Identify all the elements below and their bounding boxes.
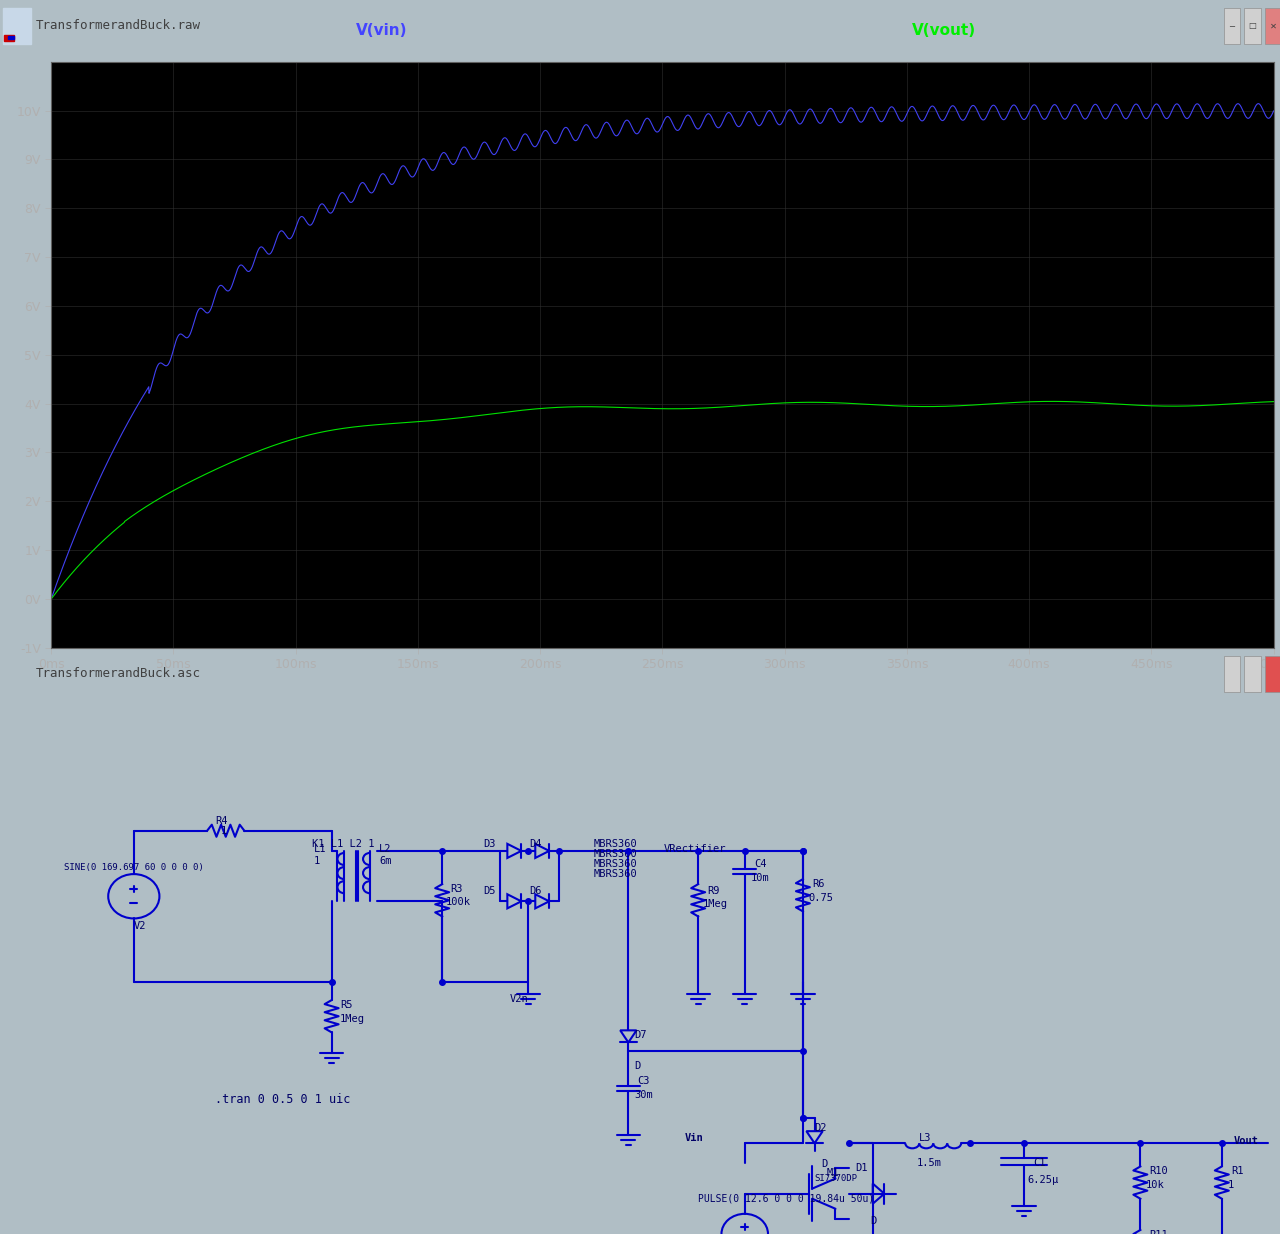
Text: 0.75: 0.75 [809, 893, 833, 903]
Text: K1 L1 L2 1: K1 L1 L2 1 [312, 839, 374, 849]
Text: 1Meg: 1Meg [703, 900, 728, 909]
Text: 1Meg: 1Meg [339, 1014, 365, 1024]
Bar [4, 36, 14, 42]
Bar [8, 36, 14, 39]
Text: L3: L3 [919, 1133, 932, 1143]
Text: TransformerandBuck.asc: TransformerandBuck.asc [36, 668, 201, 680]
Bar [1265, 7, 1280, 44]
Text: 1: 1 [314, 856, 320, 866]
Text: 6.25μ: 6.25μ [1028, 1175, 1059, 1185]
Text: D3: D3 [483, 839, 495, 849]
Text: R1: R1 [1231, 1166, 1244, 1176]
Text: D6: D6 [530, 886, 541, 896]
Text: ─: ─ [1230, 21, 1234, 31]
Text: TransformerandBuck.raw: TransformerandBuck.raw [36, 20, 201, 32]
Text: D1: D1 [855, 1164, 868, 1174]
Text: SINE(0 169.697 60 0 0 0 0): SINE(0 169.697 60 0 0 0 0) [64, 863, 204, 872]
Text: C4: C4 [754, 859, 767, 869]
Text: R11: R11 [1149, 1230, 1169, 1234]
Text: Vin: Vin [685, 1133, 703, 1143]
Text: R9: R9 [708, 886, 719, 896]
Text: L1: L1 [314, 844, 326, 854]
Text: 10m: 10m [750, 874, 769, 884]
Text: V(vin): V(vin) [356, 23, 407, 38]
Text: Vout: Vout [1234, 1137, 1258, 1146]
Text: 1: 1 [1228, 1180, 1234, 1190]
Text: 30m: 30m [634, 1090, 653, 1099]
Text: ✕: ✕ [1270, 21, 1276, 31]
Text: 1: 1 [221, 826, 228, 835]
Bar [1265, 655, 1280, 692]
Text: D2: D2 [814, 1123, 827, 1133]
Text: R10: R10 [1149, 1166, 1169, 1176]
Text: M1: M1 [826, 1169, 838, 1178]
Bar [1224, 7, 1240, 44]
Text: C1: C1 [1033, 1159, 1046, 1169]
Text: V2: V2 [133, 922, 146, 932]
Text: SI7370DP: SI7370DP [814, 1174, 858, 1182]
Text: V(vout): V(vout) [911, 23, 975, 38]
Text: C3: C3 [637, 1076, 650, 1086]
Text: R3: R3 [451, 885, 463, 895]
Text: MBRS360: MBRS360 [594, 869, 637, 879]
Text: D5: D5 [483, 886, 495, 896]
Text: □: □ [1248, 21, 1257, 31]
Bar [1244, 7, 1261, 44]
Text: L2: L2 [379, 844, 392, 854]
Text: D: D [870, 1215, 877, 1225]
Text: VRectifier: VRectifier [663, 844, 726, 854]
Text: MBRS360: MBRS360 [594, 849, 637, 859]
Text: 6m: 6m [379, 856, 392, 866]
Text: R6: R6 [813, 879, 824, 890]
Text: .tran 0 0.5 0 1 uic: .tran 0 0.5 0 1 uic [215, 1093, 351, 1106]
Text: 10k: 10k [1146, 1180, 1165, 1190]
Text: D7: D7 [634, 1030, 646, 1040]
Text: 100k: 100k [445, 897, 471, 907]
Text: R5: R5 [339, 1000, 352, 1011]
Text: MBRS360: MBRS360 [594, 859, 637, 869]
Text: PULSE(0 12.6 0 0 0 19.84u 50u): PULSE(0 12.6 0 0 0 19.84u 50u) [698, 1193, 874, 1203]
Bar [1244, 655, 1261, 692]
Text: D4: D4 [530, 839, 541, 849]
Text: MBRS360: MBRS360 [594, 839, 637, 849]
Text: 1.5m: 1.5m [916, 1159, 942, 1169]
Bar [3, 7, 31, 44]
Text: D: D [822, 1160, 828, 1170]
Text: D: D [634, 1060, 640, 1071]
Text: V2n: V2n [509, 995, 529, 1004]
Text: R4: R4 [215, 816, 228, 826]
Bar [1224, 655, 1240, 692]
